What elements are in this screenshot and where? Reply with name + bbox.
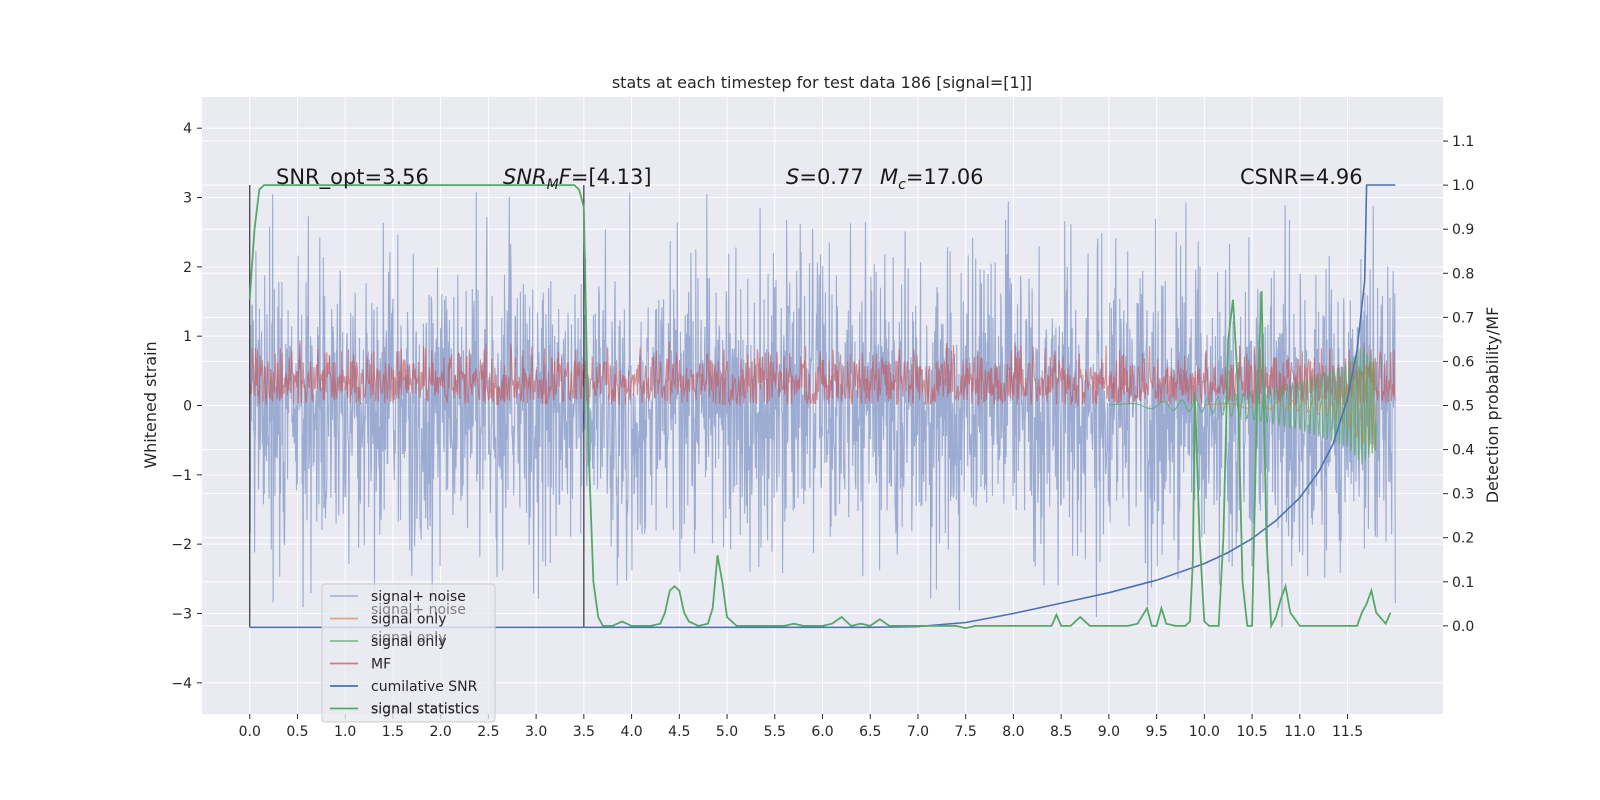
annotation-snr-mf: SNRMF=[4.13] bbox=[503, 165, 652, 193]
x-tick-label: 3.0 bbox=[525, 724, 547, 740]
x-tick-label: 4.5 bbox=[668, 724, 690, 740]
y-left-tick-label: −4 bbox=[171, 676, 192, 692]
x-axis-ticks: 0.0 0.5 1.0 1.5 2.0 2.5 3.0 3.5 4.0 4.5 5.0 5.5 6.0 6… bbox=[239, 714, 1363, 740]
annotation-mc: Mc=17.06 bbox=[880, 165, 984, 193]
y-left-tick-label: 3 bbox=[183, 191, 192, 207]
legend-label: signal statistics bbox=[371, 702, 479, 718]
x-tick-label: 1.5 bbox=[382, 724, 404, 740]
left-axis-ticks: 4 3 2 1 0 −1 −2 −3 −4 bbox=[171, 121, 202, 692]
x-tick-label: 11.5 bbox=[1332, 724, 1363, 740]
x-tick-label: 0.5 bbox=[286, 724, 308, 740]
x-tick-label: 2.0 bbox=[430, 724, 452, 740]
x-tick-label: 7.0 bbox=[907, 724, 929, 740]
signal-statistics-line bbox=[248, 184, 1392, 630]
noise-trace bbox=[249, 192, 1396, 628]
y-right-tick-label: 1.0 bbox=[1452, 178, 1474, 194]
x-tick-label: 11.0 bbox=[1284, 724, 1315, 740]
legend-ghost-label: signal+ noise bbox=[371, 602, 466, 618]
y-right-tick-label: 0.0 bbox=[1452, 619, 1474, 635]
x-tick-label: 5.5 bbox=[764, 724, 786, 740]
series-signal-noise bbox=[249, 192, 1396, 628]
y-left-tick-label: 2 bbox=[183, 260, 192, 276]
cumulative-snr-line bbox=[249, 184, 1396, 629]
x-tick-label: 7.5 bbox=[955, 724, 977, 740]
legend-box bbox=[321, 583, 496, 723]
y-right-tick-label: 0.3 bbox=[1452, 487, 1474, 503]
chart-title: stats at each timestep for test data 186… bbox=[612, 73, 1032, 92]
series-signal-statistics bbox=[248, 184, 1392, 630]
y-right-tick-label: 0.4 bbox=[1452, 443, 1474, 459]
x-tick-label: 1.0 bbox=[334, 724, 356, 740]
y-right-tick-label: 0.5 bbox=[1452, 399, 1474, 415]
series-signal-only-green bbox=[1108, 348, 1377, 465]
y-right-tick-label: 0.6 bbox=[1452, 354, 1474, 370]
x-tick-label: 10.5 bbox=[1236, 724, 1267, 740]
y-left-tick-label: −1 bbox=[171, 468, 192, 484]
y-left-tick-label: −3 bbox=[171, 606, 192, 622]
x-tick-label: 9.5 bbox=[1145, 724, 1167, 740]
legend-ghost-label: signal only bbox=[371, 630, 446, 646]
annotation-snr-opt: SNR_opt=3.56 bbox=[276, 165, 429, 190]
y-right-tick-label: 0.7 bbox=[1452, 310, 1474, 326]
y-right-tick-label: 0.8 bbox=[1452, 266, 1474, 282]
x-tick-label: 2.5 bbox=[477, 724, 499, 740]
y-left-tick-label: 0 bbox=[183, 399, 192, 415]
x-tick-label: 0.0 bbox=[239, 724, 261, 740]
x-tick-label: 9.0 bbox=[1098, 724, 1120, 740]
legend-label: signal+ noise bbox=[371, 589, 466, 605]
legend-label: cumilative SNR bbox=[371, 679, 478, 695]
series-mf bbox=[249, 340, 1396, 406]
legend-label: signal only bbox=[371, 634, 446, 650]
series-cumulative-snr bbox=[249, 184, 1396, 629]
y-right-tick-label: 0.1 bbox=[1452, 575, 1474, 591]
x-tick-label: 8.0 bbox=[1002, 724, 1024, 740]
annotation-s: S=0.77 bbox=[786, 165, 864, 189]
x-tick-label: 8.5 bbox=[1050, 724, 1072, 740]
y-left-tick-label: 4 bbox=[183, 121, 192, 137]
y-right-tick-label: 0.9 bbox=[1452, 222, 1474, 238]
legend-label: MF bbox=[371, 657, 391, 673]
x-tick-label: 10.0 bbox=[1189, 724, 1220, 740]
chirp-trace bbox=[1108, 348, 1377, 465]
x-tick-label: 5.0 bbox=[716, 724, 738, 740]
vertical-marker-lines bbox=[249, 185, 585, 628]
legend-ghost-label: signal statistics bbox=[371, 701, 479, 717]
y-right-tick-label: 1.1 bbox=[1452, 134, 1474, 150]
x-tick-label: 6.0 bbox=[811, 724, 833, 740]
x-tick-label: 6.5 bbox=[859, 724, 881, 740]
y-axis-left-label: Whitened strain bbox=[141, 341, 160, 468]
y-axis-right-label: Detection probability/MF bbox=[1483, 307, 1502, 504]
x-tick-label: 4.0 bbox=[620, 724, 642, 740]
legend-label: signal only bbox=[371, 612, 446, 628]
right-axis-ticks: 1.1 1.0 0.9 0.8 0.7 0.6 0.5 0.4 0.3 0.2 0.1 0.0 bbox=[1443, 134, 1474, 635]
y-left-tick-label: 1 bbox=[183, 329, 192, 345]
mf-trace bbox=[249, 340, 1396, 406]
annotation-csnr: CSNR=4.96 bbox=[1240, 165, 1363, 189]
annotation-group: SNR_opt=3.56 SNRMF=[4.13] S=0.77 Mc=17.0… bbox=[276, 165, 1363, 193]
y-left-tick-label: −2 bbox=[171, 537, 192, 553]
x-tick-label: 3.5 bbox=[573, 724, 595, 740]
y-right-tick-label: 0.2 bbox=[1452, 531, 1474, 547]
